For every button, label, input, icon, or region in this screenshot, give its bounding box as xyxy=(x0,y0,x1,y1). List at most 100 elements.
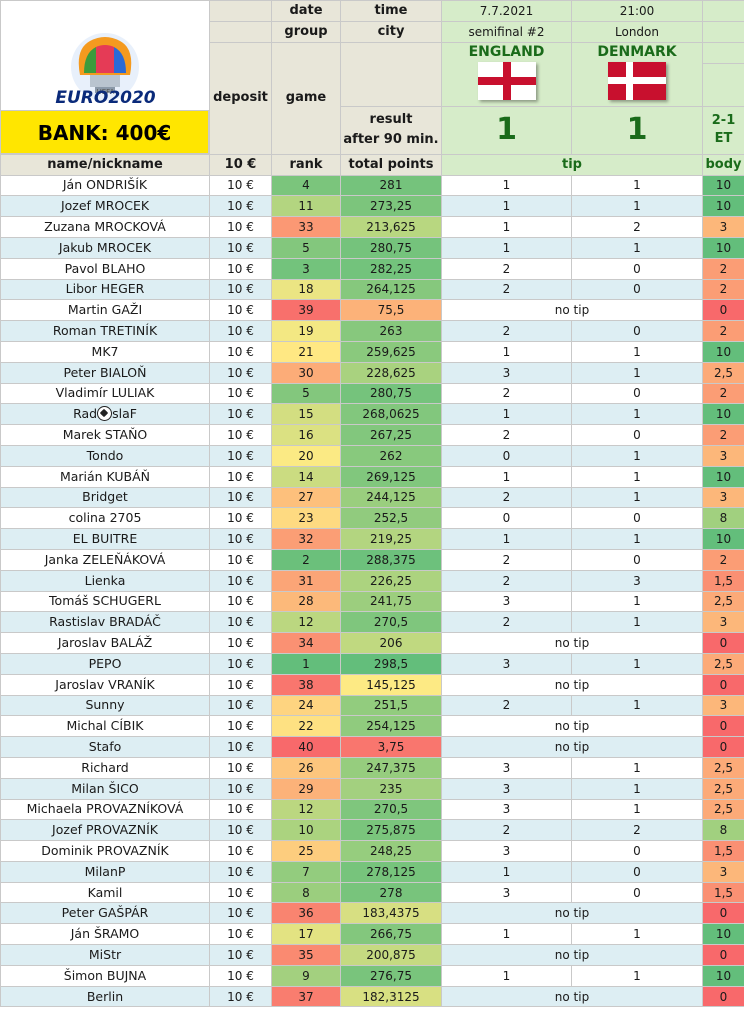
player-name[interactable]: EL BUITRE xyxy=(0,528,210,550)
tip-home[interactable]: 2 xyxy=(441,819,572,842)
col-points[interactable]: total points xyxy=(340,153,442,176)
body-value[interactable]: 0 xyxy=(702,632,744,654)
table-row[interactable]: Martin GAŽI 10 €39 75,5 no tip 0 xyxy=(0,299,744,322)
table-row[interactable]: Peter GAŠPÁR 10 €36 183,4375 no tip 0 xyxy=(0,902,744,925)
table-row[interactable]: Ján ŠRAMO 10 €17 266,75 1 1 10 xyxy=(0,923,744,946)
table-row[interactable]: Jakub MROCEK 10 €5 280,75 1 1 10 xyxy=(0,236,744,259)
player-name[interactable]: Rad slaF xyxy=(0,403,210,426)
table-row[interactable]: Rastislav BRADÁČ 10 €12 270,5 2 1 3 xyxy=(0,611,744,634)
points-value[interactable]: 282,25 xyxy=(340,257,442,280)
tip-home[interactable]: 1 xyxy=(441,923,572,946)
rank-value[interactable]: 10 xyxy=(271,819,341,842)
col-tip[interactable]: tip xyxy=(441,153,703,176)
table-row[interactable]: Berlin 10 €37 182,3125 no tip 0 xyxy=(0,985,744,1008)
deposit-value[interactable]: 10 € xyxy=(209,548,272,571)
tip-away[interactable]: 0 xyxy=(571,860,703,883)
tip-home[interactable]: 1 xyxy=(441,860,572,883)
rank-value[interactable]: 12 xyxy=(271,798,341,821)
player-name[interactable]: Jaroslav BALÁŽ xyxy=(0,632,210,654)
body-value[interactable]: 10 xyxy=(702,236,744,259)
points-value[interactable]: 281 xyxy=(340,174,442,197)
rank-value[interactable]: 7 xyxy=(271,860,341,883)
points-value[interactable]: 278,125 xyxy=(340,860,442,883)
body-value[interactable]: 10 xyxy=(702,403,744,426)
tip-away[interactable]: 1 xyxy=(571,652,703,675)
tip-home[interactable]: 2 xyxy=(441,382,572,405)
deposit-value[interactable]: 10 € xyxy=(209,902,272,925)
tip-away[interactable]: 0 xyxy=(571,548,703,571)
tip-away[interactable]: 0 xyxy=(571,257,703,280)
deposit-value[interactable]: 10 € xyxy=(209,465,272,488)
table-row[interactable]: Libor HEGER 10 €18 264,125 2 0 2 xyxy=(0,278,744,301)
body-value[interactable]: 10 xyxy=(702,340,744,363)
table-row[interactable]: EL BUITRE 10 €32 219,25 1 1 10 xyxy=(0,528,744,550)
tip-home[interactable]: 1 xyxy=(441,528,572,550)
body-value[interactable]: 3 xyxy=(702,694,744,717)
rank-value[interactable]: 28 xyxy=(271,590,341,613)
tip-away[interactable]: 1 xyxy=(571,528,703,550)
tip-home[interactable]: 0 xyxy=(441,507,572,530)
tip-away[interactable]: 1 xyxy=(571,444,703,467)
no-tip[interactable]: no tip xyxy=(441,715,703,738)
deposit-value[interactable]: 10 € xyxy=(209,881,272,904)
body-value[interactable]: 10 xyxy=(702,964,744,987)
points-value[interactable]: 213,625 xyxy=(340,216,442,238)
tip-away[interactable]: 1 xyxy=(571,798,703,821)
body-value[interactable]: 2,5 xyxy=(702,590,744,613)
deposit-value[interactable]: 10 € xyxy=(209,382,272,405)
deposit-value[interactable]: 10 € xyxy=(209,278,272,301)
points-value[interactable]: 244,125 xyxy=(340,486,442,509)
body-value[interactable]: 3 xyxy=(702,860,744,883)
tip-home[interactable]: 1 xyxy=(441,216,572,238)
tip-home[interactable]: 3 xyxy=(441,756,572,779)
deposit-value[interactable]: 10 € xyxy=(209,444,272,467)
deposit-value[interactable]: 10 € xyxy=(209,216,272,238)
deposit-value[interactable]: 10 € xyxy=(209,694,272,717)
tip-home[interactable]: 2 xyxy=(441,320,572,342)
player-name[interactable]: colina 2705 xyxy=(0,507,210,530)
body-value[interactable]: 0 xyxy=(702,902,744,925)
player-name[interactable]: Rastislav BRADÁČ xyxy=(0,611,210,634)
rank-value[interactable]: 36 xyxy=(271,902,341,925)
points-value[interactable]: 252,5 xyxy=(340,507,442,530)
player-name[interactable]: Ján ŠRAMO xyxy=(0,923,210,946)
deposit-value[interactable]: 10 € xyxy=(209,403,272,426)
table-row[interactable]: Marek STAŇO 10 €16 267,25 2 0 2 xyxy=(0,424,744,446)
rank-value[interactable]: 16 xyxy=(271,424,341,446)
body-value[interactable]: 2,5 xyxy=(702,652,744,675)
tip-away[interactable]: 1 xyxy=(571,694,703,717)
player-name[interactable]: Marián KUBÁŇ xyxy=(0,465,210,488)
tip-away[interactable]: 1 xyxy=(571,174,703,197)
tip-away[interactable]: 0 xyxy=(571,320,703,342)
table-row[interactable]: Milan ŠICO 10 €29 235 3 1 2,5 xyxy=(0,777,744,800)
deposit-value[interactable]: 10 € xyxy=(209,964,272,987)
col-rank[interactable]: rank xyxy=(271,153,341,176)
player-name[interactable]: Jozef MROCEK xyxy=(0,195,210,218)
deposit-value[interactable]: 10 € xyxy=(209,507,272,530)
deposit-value[interactable]: 10 € xyxy=(209,860,272,883)
table-row[interactable]: Zuzana MROCKOVÁ 10 €33 213,625 1 2 3 xyxy=(0,216,744,238)
table-row[interactable]: Jozef PROVAZNÍK 10 €10 275,875 2 2 8 xyxy=(0,819,744,842)
rank-value[interactable]: 34 xyxy=(271,632,341,654)
tip-home[interactable]: 3 xyxy=(441,881,572,904)
body-value[interactable]: 2,5 xyxy=(702,798,744,821)
deposit-value[interactable]: 10 € xyxy=(209,486,272,509)
table-row[interactable]: Janka ZELEŇÁKOVÁ 10 €2 288,375 2 0 2 xyxy=(0,548,744,571)
rank-value[interactable]: 19 xyxy=(271,320,341,342)
points-value[interactable]: 235 xyxy=(340,777,442,800)
tip-home[interactable]: 3 xyxy=(441,652,572,675)
points-value[interactable]: 254,125 xyxy=(340,715,442,738)
deposit-value[interactable]: 10 € xyxy=(209,652,272,675)
tip-away[interactable]: 1 xyxy=(571,465,703,488)
points-value[interactable]: 200,875 xyxy=(340,944,442,966)
table-row[interactable]: Dominik PROVAZNÍK 10 €25 248,25 3 0 1,5 xyxy=(0,840,744,862)
tip-home[interactable]: 1 xyxy=(441,403,572,426)
points-value[interactable]: 270,5 xyxy=(340,798,442,821)
deposit-value[interactable]: 10 € xyxy=(209,320,272,342)
rank-value[interactable]: 38 xyxy=(271,673,341,696)
points-value[interactable]: 269,125 xyxy=(340,465,442,488)
tip-away[interactable]: 0 xyxy=(571,507,703,530)
body-value[interactable]: 3 xyxy=(702,216,744,238)
tip-away[interactable]: 1 xyxy=(571,361,703,384)
tip-home[interactable]: 3 xyxy=(441,840,572,862)
